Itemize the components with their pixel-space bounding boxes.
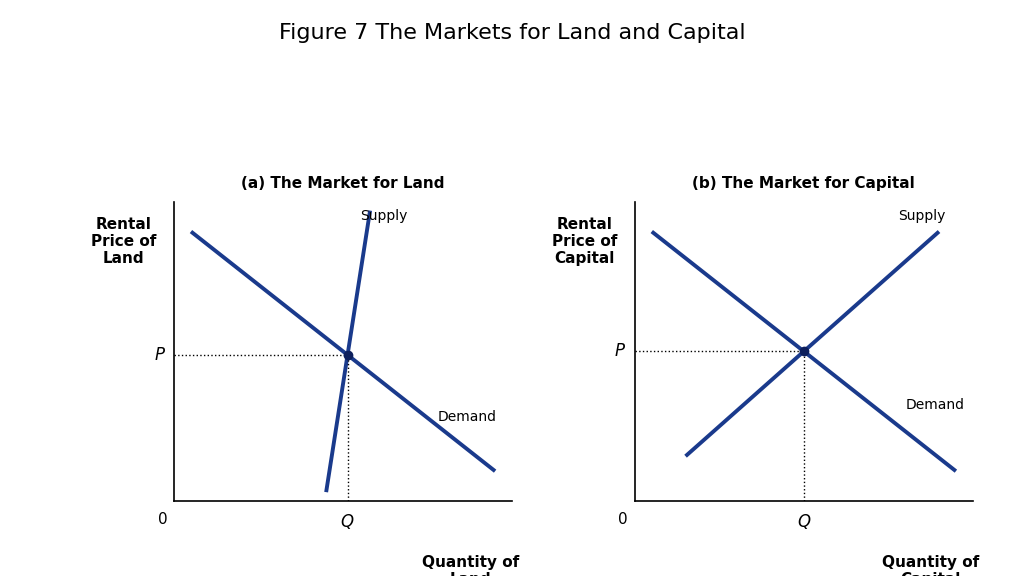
Text: Supply: Supply: [360, 209, 408, 222]
Text: Rental
Price of
Capital: Rental Price of Capital: [552, 217, 616, 266]
Title: (a) The Market for Land: (a) The Market for Land: [242, 176, 444, 191]
Text: $P$: $P$: [154, 346, 166, 364]
Text: $P$: $P$: [614, 342, 627, 361]
Title: (b) The Market for Capital: (b) The Market for Capital: [692, 176, 915, 191]
Text: Demand: Demand: [437, 410, 497, 425]
Text: 0: 0: [158, 511, 167, 526]
Text: $Q$: $Q$: [797, 511, 811, 530]
Text: $Q$: $Q$: [340, 511, 354, 530]
Text: Quantity of
Capital: Quantity of Capital: [883, 555, 980, 576]
Text: Demand: Demand: [905, 398, 965, 412]
Text: Supply: Supply: [898, 209, 946, 222]
Text: Rental
Price of
Land: Rental Price of Land: [91, 217, 156, 266]
Text: Quantity of
Land: Quantity of Land: [422, 555, 519, 576]
Text: 0: 0: [618, 511, 628, 526]
Text: Figure 7 The Markets for Land and Capital: Figure 7 The Markets for Land and Capita…: [279, 23, 745, 43]
